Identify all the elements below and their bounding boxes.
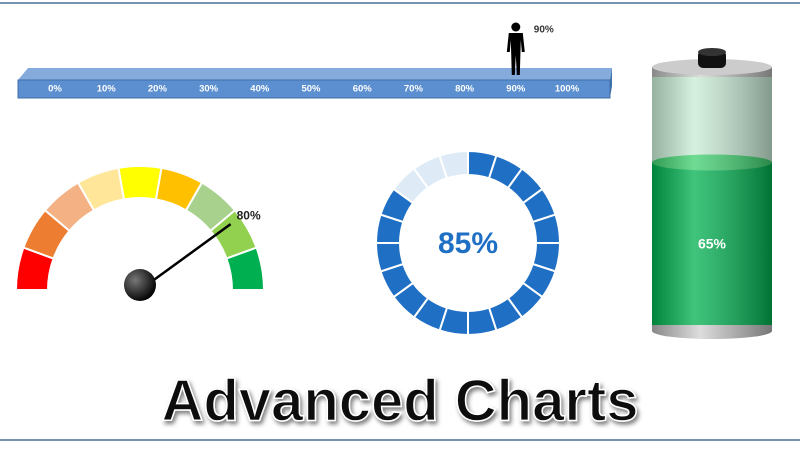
donut-filled <box>374 149 562 337</box>
page-title: Advanced Charts <box>161 368 638 433</box>
x-tick-label: 80% <box>455 84 475 95</box>
x-tick-label: 30% <box>199 84 219 95</box>
donut-label: 85% <box>438 227 498 260</box>
battery-label: 65% <box>698 235 727 251</box>
value-label: 90% <box>534 25 554 36</box>
battery-terminal-top <box>698 48 726 56</box>
gauge-label: 80% <box>237 208 261 222</box>
x-tick-label: 40% <box>250 84 270 95</box>
gauge-needle <box>139 223 232 292</box>
x-tick-label: 0% <box>48 84 62 95</box>
person-marker <box>506 22 525 75</box>
gauge-band <box>225 246 266 291</box>
scale-side <box>610 68 612 98</box>
x-tick-label: 60% <box>353 84 373 95</box>
x-tick-label: 70% <box>404 84 424 95</box>
x-tick-label: 20% <box>148 84 168 95</box>
x-tick-label: 50% <box>301 84 321 95</box>
battery-bottom-ring <box>652 321 772 331</box>
donut-track <box>438 149 469 180</box>
battery-shade <box>652 75 772 325</box>
gauge-hub <box>124 269 156 301</box>
x-tick-label: 100% <box>555 84 580 95</box>
person-body <box>506 33 525 75</box>
x-tick-label: 10% <box>97 84 117 95</box>
gauge-band <box>117 165 163 201</box>
scale-top <box>18 68 612 80</box>
x-tick-label: 90% <box>506 84 526 95</box>
person-head <box>511 22 521 32</box>
